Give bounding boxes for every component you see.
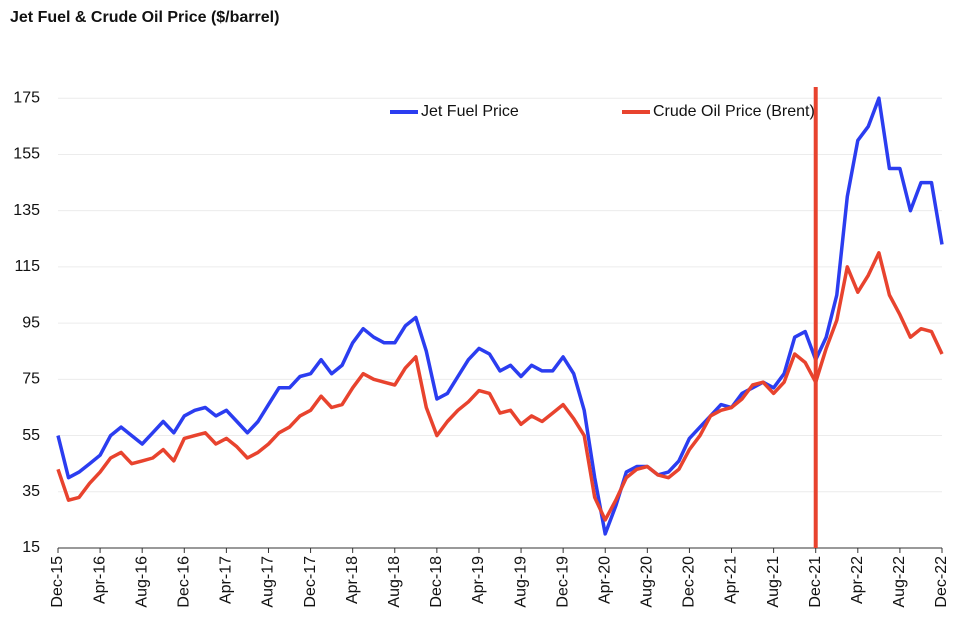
line-series	[56, 251, 944, 522]
y-tick-label: 95	[22, 314, 40, 331]
line-series	[56, 96, 944, 536]
x-tick-label: Apr-19	[470, 556, 487, 604]
x-tick-label: Aug-18	[386, 556, 403, 608]
y-tick-label: 75	[22, 371, 40, 388]
y-tick-label: 15	[22, 539, 40, 556]
x-tick-label: Aug-21	[765, 556, 782, 608]
x-tick-label: Apr-20	[596, 556, 613, 604]
y-tick-label: 135	[13, 202, 40, 219]
x-tick-label: Dec-21	[807, 556, 824, 608]
y-tick-label: 155	[13, 146, 40, 163]
y-tick-label: 55	[22, 427, 40, 444]
x-tick-label: Apr-22	[849, 556, 866, 604]
x-tick-label: Aug-22	[891, 556, 908, 608]
x-tick-label: Aug-19	[512, 556, 529, 608]
x-tick-label: Apr-18	[344, 556, 361, 604]
x-tick-label: Dec-16	[176, 556, 193, 608]
x-tick-label: Apr-17	[218, 556, 235, 604]
x-tick-label: Aug-20	[639, 556, 656, 608]
chart-title: Jet Fuel & Crude Oil Price ($/barrel)	[10, 9, 279, 26]
x-tick-label: Dec-18	[428, 556, 445, 608]
x-tick-label: Dec-22	[933, 556, 950, 608]
y-tick-label: 115	[14, 258, 40, 275]
y-tick-label: 175	[13, 89, 40, 106]
legend-label: Jet Fuel Price	[421, 103, 519, 120]
legend-label: Crude Oil Price (Brent)	[653, 103, 815, 120]
x-tick-label: Dec-15	[49, 556, 66, 608]
x-tick-label: Dec-19	[554, 556, 571, 608]
y-tick-label: 35	[22, 483, 40, 500]
x-tick-label: Aug-16	[133, 556, 150, 608]
x-tick-label: Aug-17	[260, 556, 277, 608]
x-tick-label: Dec-17	[302, 556, 319, 608]
x-tick-label: Dec-20	[681, 556, 698, 608]
x-tick-label: Apr-16	[91, 556, 108, 604]
x-tick-label: Apr-21	[723, 556, 740, 604]
